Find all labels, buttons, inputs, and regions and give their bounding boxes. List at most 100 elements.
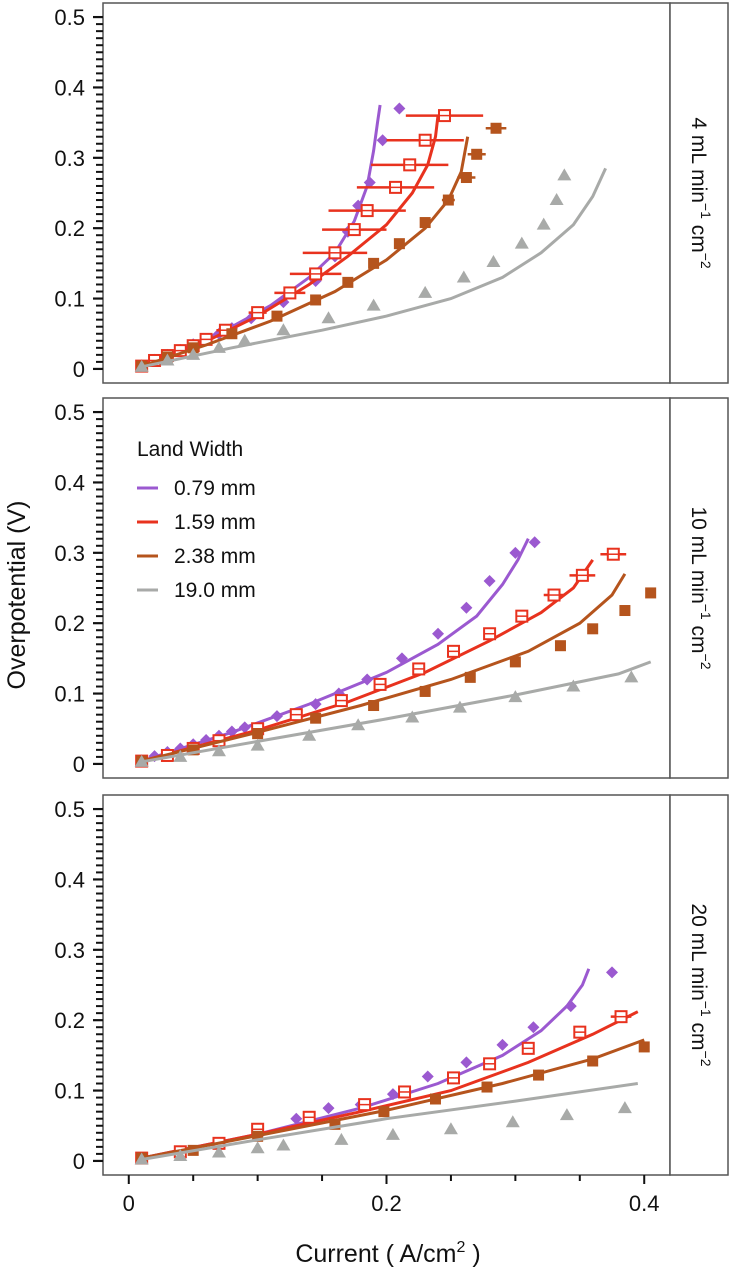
x-axis-title-main: Current ( A/cm: [295, 1240, 456, 1268]
data-point: [368, 700, 380, 712]
strip-label-mid: cm: [687, 1017, 710, 1051]
y-tick-label: 0.4: [54, 75, 85, 100]
data-point: [290, 1112, 303, 1125]
data-point: [271, 310, 283, 322]
data-point: [403, 158, 417, 172]
data-point: [418, 133, 432, 147]
data-point: [460, 1056, 473, 1069]
data-point: [252, 728, 264, 740]
data-point: [393, 238, 405, 250]
data-point: [386, 1088, 399, 1101]
data-point: [366, 298, 381, 311]
data-point: [527, 1021, 540, 1034]
data-point: [173, 749, 188, 762]
strip-label-sup: −1: [698, 604, 714, 620]
x-axis-title-sup: 2: [456, 1239, 465, 1256]
data-point: [211, 1145, 226, 1158]
data-point: [334, 1132, 349, 1145]
strip-label-sup: −1: [698, 1001, 714, 1017]
series-19-0-mm: [134, 167, 607, 372]
data-point: [554, 640, 566, 652]
legend-entry: 19.0 mm: [174, 579, 256, 602]
data-point: [252, 1130, 264, 1142]
data-point: [322, 1102, 335, 1115]
data-point: [515, 609, 529, 623]
x-axis: 0 0.2 0.4: [123, 1175, 660, 1216]
y-tick-label: 0.4: [54, 470, 85, 495]
x-axis-title: Current ( A/cm2 ): [295, 1239, 480, 1268]
data-point: [186, 347, 201, 360]
model-curve: [141, 660, 652, 764]
data-point: [521, 1041, 535, 1055]
data-point: [211, 340, 226, 353]
data-point: [368, 257, 380, 269]
data-point: [496, 1038, 509, 1051]
data-point: [514, 236, 529, 249]
data-point: [490, 122, 502, 134]
y-tick-label: 0.1: [54, 1079, 85, 1104]
data-point: [321, 311, 336, 324]
data-point: [173, 1149, 188, 1161]
model-curve: [141, 1038, 645, 1160]
data-point: [360, 204, 374, 218]
data-point: [385, 1127, 400, 1140]
data-point: [483, 574, 496, 587]
strip-label-mid: cm: [687, 620, 710, 654]
y-axis-title: Overpotential (V): [3, 501, 31, 690]
data-point: [460, 172, 472, 184]
data-point: [283, 286, 297, 300]
data-point: [405, 710, 420, 723]
data-point: [575, 568, 589, 582]
data-point: [432, 627, 445, 640]
panel-1: 4 mL min−1 cm−2 0 0.1 0.2 0.3 0.4 0.5: [54, 2, 729, 384]
data-point: [443, 1122, 458, 1135]
data-point: [250, 738, 265, 751]
data-point: [447, 644, 461, 658]
data-point: [363, 176, 376, 189]
y-tick-label: 0.3: [54, 938, 85, 963]
data-point: [566, 679, 581, 692]
data-point: [419, 685, 431, 697]
data-point: [437, 109, 451, 123]
data-point: [508, 690, 523, 703]
legend-title: Land Width: [137, 438, 243, 461]
strip-label-main: 10 mL min: [687, 506, 710, 603]
panel-3: 20 mL min−1 cm−2 0 0.1 0.2 0.3 0.4 0.5: [54, 794, 729, 1176]
data-point: [536, 217, 551, 230]
strip-label-main: 4 mL min: [687, 117, 710, 203]
data-point: [447, 1071, 461, 1085]
data-point: [361, 673, 374, 686]
y-tick-label: 0.5: [54, 5, 85, 30]
y-tick-label: 0.1: [54, 682, 85, 707]
data-point: [310, 712, 322, 724]
strip-label: 10 mL min−1 cm−2: [687, 506, 714, 669]
legend-entry: 0.79 mm: [174, 477, 256, 500]
strip-label: 20 mL min−1 cm−2: [687, 903, 714, 1066]
data-point: [638, 1041, 650, 1053]
data-point: [421, 1070, 434, 1083]
y-tick-label: 0.5: [54, 400, 85, 425]
data-point: [460, 601, 473, 614]
data-point: [456, 270, 471, 283]
strip-box: [669, 397, 729, 779]
data-point: [587, 1055, 599, 1067]
data-point: [309, 267, 323, 281]
data-point: [587, 623, 599, 635]
data-point: [557, 168, 572, 181]
strip-label-sup: −2: [698, 654, 714, 670]
series-19-0-mm: [134, 660, 652, 767]
series-1-59-mm: [135, 109, 484, 373]
y-tick-label: 0.5: [54, 797, 85, 822]
data-point: [419, 217, 431, 229]
strip-label-sup: −2: [698, 1051, 714, 1067]
data-point: [549, 193, 564, 206]
data-point: [373, 677, 387, 691]
y-tick-label: 0.2: [54, 1008, 85, 1033]
data-point: [547, 588, 561, 602]
data-point: [606, 547, 620, 561]
data-point: [328, 246, 342, 260]
data-point: [211, 744, 226, 757]
series-2-38-mm: [136, 573, 657, 767]
model-curve: [141, 573, 627, 763]
data-point: [389, 180, 403, 194]
